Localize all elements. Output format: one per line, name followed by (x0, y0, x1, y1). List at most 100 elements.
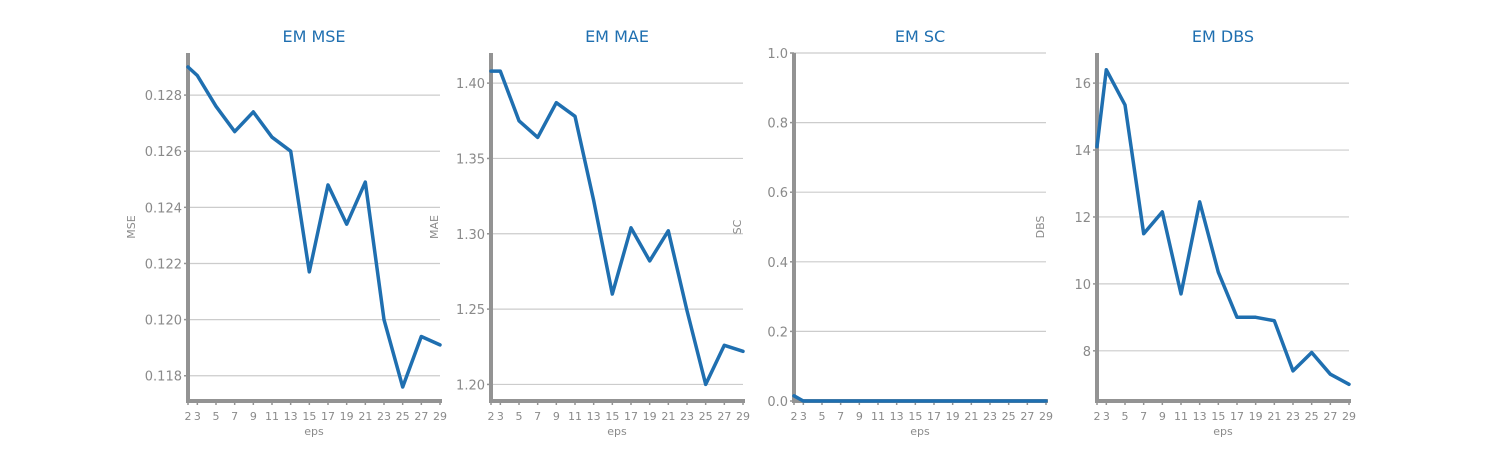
series-line (186, 65, 442, 389)
y-tick-label: 1.35 (456, 152, 485, 167)
x-tick-label: 27 (414, 410, 428, 423)
y-tick-label: 1.25 (456, 303, 485, 318)
x-tick-label: 7 (231, 410, 238, 423)
y-axis-label: MAE (428, 215, 441, 239)
chart-panel-3: 0.00.20.40.60.81.02 3 5 7 9 11 13 15 17 19 21 23 25 2… (731, 27, 1053, 438)
x-tick-label: 27 (1020, 410, 1034, 423)
x-tick-label: 19 (946, 410, 960, 423)
x-tick-label: 17 (321, 410, 335, 423)
y-tick-label: 0.122 (145, 257, 182, 272)
x-tick-label: 2 (1094, 410, 1101, 423)
x-tick-label: 11 (265, 410, 279, 423)
x-tick-label: 3 (1103, 410, 1110, 423)
x-tick-label: 5 (1122, 410, 1129, 423)
y-tick-label: 1.0 (767, 47, 788, 62)
x-tick-label: 15 (605, 410, 619, 423)
x-tick-label: 11 (568, 410, 582, 423)
x-tick-label: 9 (856, 410, 863, 423)
x-tick-label: 9 (1159, 410, 1166, 423)
y-tick-label: 14 (1074, 144, 1091, 159)
x-tick-label: 21 (358, 410, 372, 423)
x-tick-label: 2 (185, 410, 192, 423)
series-line (792, 394, 1048, 403)
x-tick-label: 7 (837, 410, 844, 423)
x-tick-label: 15 (1211, 410, 1225, 423)
x-tick-label: 13 (587, 410, 601, 423)
y-axis-label: MSE (125, 215, 138, 238)
y-tick-label: 0.6 (767, 186, 788, 201)
x-tick-label: 29 (1342, 410, 1356, 423)
x-tick-label: 9 (553, 410, 560, 423)
x-axis-label: eps (304, 425, 324, 438)
x-tick-label: 7 (1140, 410, 1147, 423)
x-tick-label: 3 (800, 410, 807, 423)
y-axis-label: SC (731, 219, 744, 234)
y-tick-label: 0.126 (145, 145, 182, 160)
y-tick-label: 0.118 (145, 370, 182, 385)
series-line (489, 69, 745, 387)
x-tick-label: 13 (1193, 410, 1207, 423)
x-tick-label: 3 (497, 410, 504, 423)
x-tick-label: 21 (661, 410, 675, 423)
x-tick-label: 9 (250, 410, 257, 423)
y-tick-label: 0.8 (767, 117, 788, 132)
x-axis-label: eps (607, 425, 627, 438)
y-tick-label: 0.0 (767, 395, 788, 410)
x-tick-label: 5 (213, 410, 220, 423)
x-axis-label: eps (1213, 425, 1233, 438)
x-tick-label: 29 (1039, 410, 1053, 423)
x-tick-label: 17 (1230, 410, 1244, 423)
y-tick-label: 0.2 (767, 325, 788, 340)
chart-title: EM MSE (282, 27, 345, 46)
y-tick-label: 8 (1083, 345, 1091, 360)
x-tick-label: 27 (1323, 410, 1337, 423)
x-tick-label: 5 (516, 410, 523, 423)
x-tick-label: 17 (927, 410, 941, 423)
x-tick-label: 13 (890, 410, 904, 423)
x-tick-label: 25 (1002, 410, 1016, 423)
x-tick-label: 19 (340, 410, 354, 423)
x-tick-label: 25 (396, 410, 410, 423)
x-tick-label: 21 (964, 410, 978, 423)
y-axis-label: DBS (1034, 216, 1047, 239)
x-tick-label: 3 (194, 410, 201, 423)
x-tick-label: 7 (534, 410, 541, 423)
y-tick-label: 16 (1074, 77, 1091, 92)
x-tick-label: 23 (983, 410, 997, 423)
x-tick-label: 15 (302, 410, 316, 423)
y-tick-label: 0.124 (145, 201, 182, 216)
x-tick-label: 5 (819, 410, 826, 423)
y-tick-label: 12 (1074, 211, 1091, 226)
x-tick-label: 23 (377, 410, 391, 423)
y-tick-label: 0.4 (767, 256, 788, 271)
chart-title: EM MAE (585, 27, 649, 46)
y-tick-label: 1.30 (456, 228, 485, 243)
x-tick-label: 17 (624, 410, 638, 423)
x-tick-label: 15 (908, 410, 922, 423)
x-tick-label: 25 (1305, 410, 1319, 423)
x-tick-label: 23 (1286, 410, 1300, 423)
x-tick-label: 2 (791, 410, 798, 423)
chart-panel-2: 1.201.251.301.351.402 3 5 7 9 11 13 15 17 19 21 23 2… (428, 27, 750, 438)
y-tick-label: 10 (1074, 278, 1091, 293)
x-tick-label: 25 (699, 410, 713, 423)
x-tick-label: 11 (871, 410, 885, 423)
chart-title: EM SC (895, 27, 945, 46)
y-tick-label: 1.20 (456, 378, 485, 393)
x-tick-label: 23 (680, 410, 694, 423)
x-tick-label: 2 (488, 410, 495, 423)
x-tick-label: 21 (1267, 410, 1281, 423)
chart-title: EM DBS (1192, 27, 1254, 46)
series-line (1095, 67, 1351, 387)
x-tick-label: 27 (717, 410, 731, 423)
x-tick-label: 29 (433, 410, 447, 423)
x-tick-label: 11 (1174, 410, 1188, 423)
x-axis-label: eps (910, 425, 930, 438)
y-tick-label: 1.40 (456, 77, 485, 92)
x-tick-label: 29 (736, 410, 750, 423)
y-tick-label: 0.128 (145, 89, 182, 104)
x-tick-label: 19 (1249, 410, 1263, 423)
